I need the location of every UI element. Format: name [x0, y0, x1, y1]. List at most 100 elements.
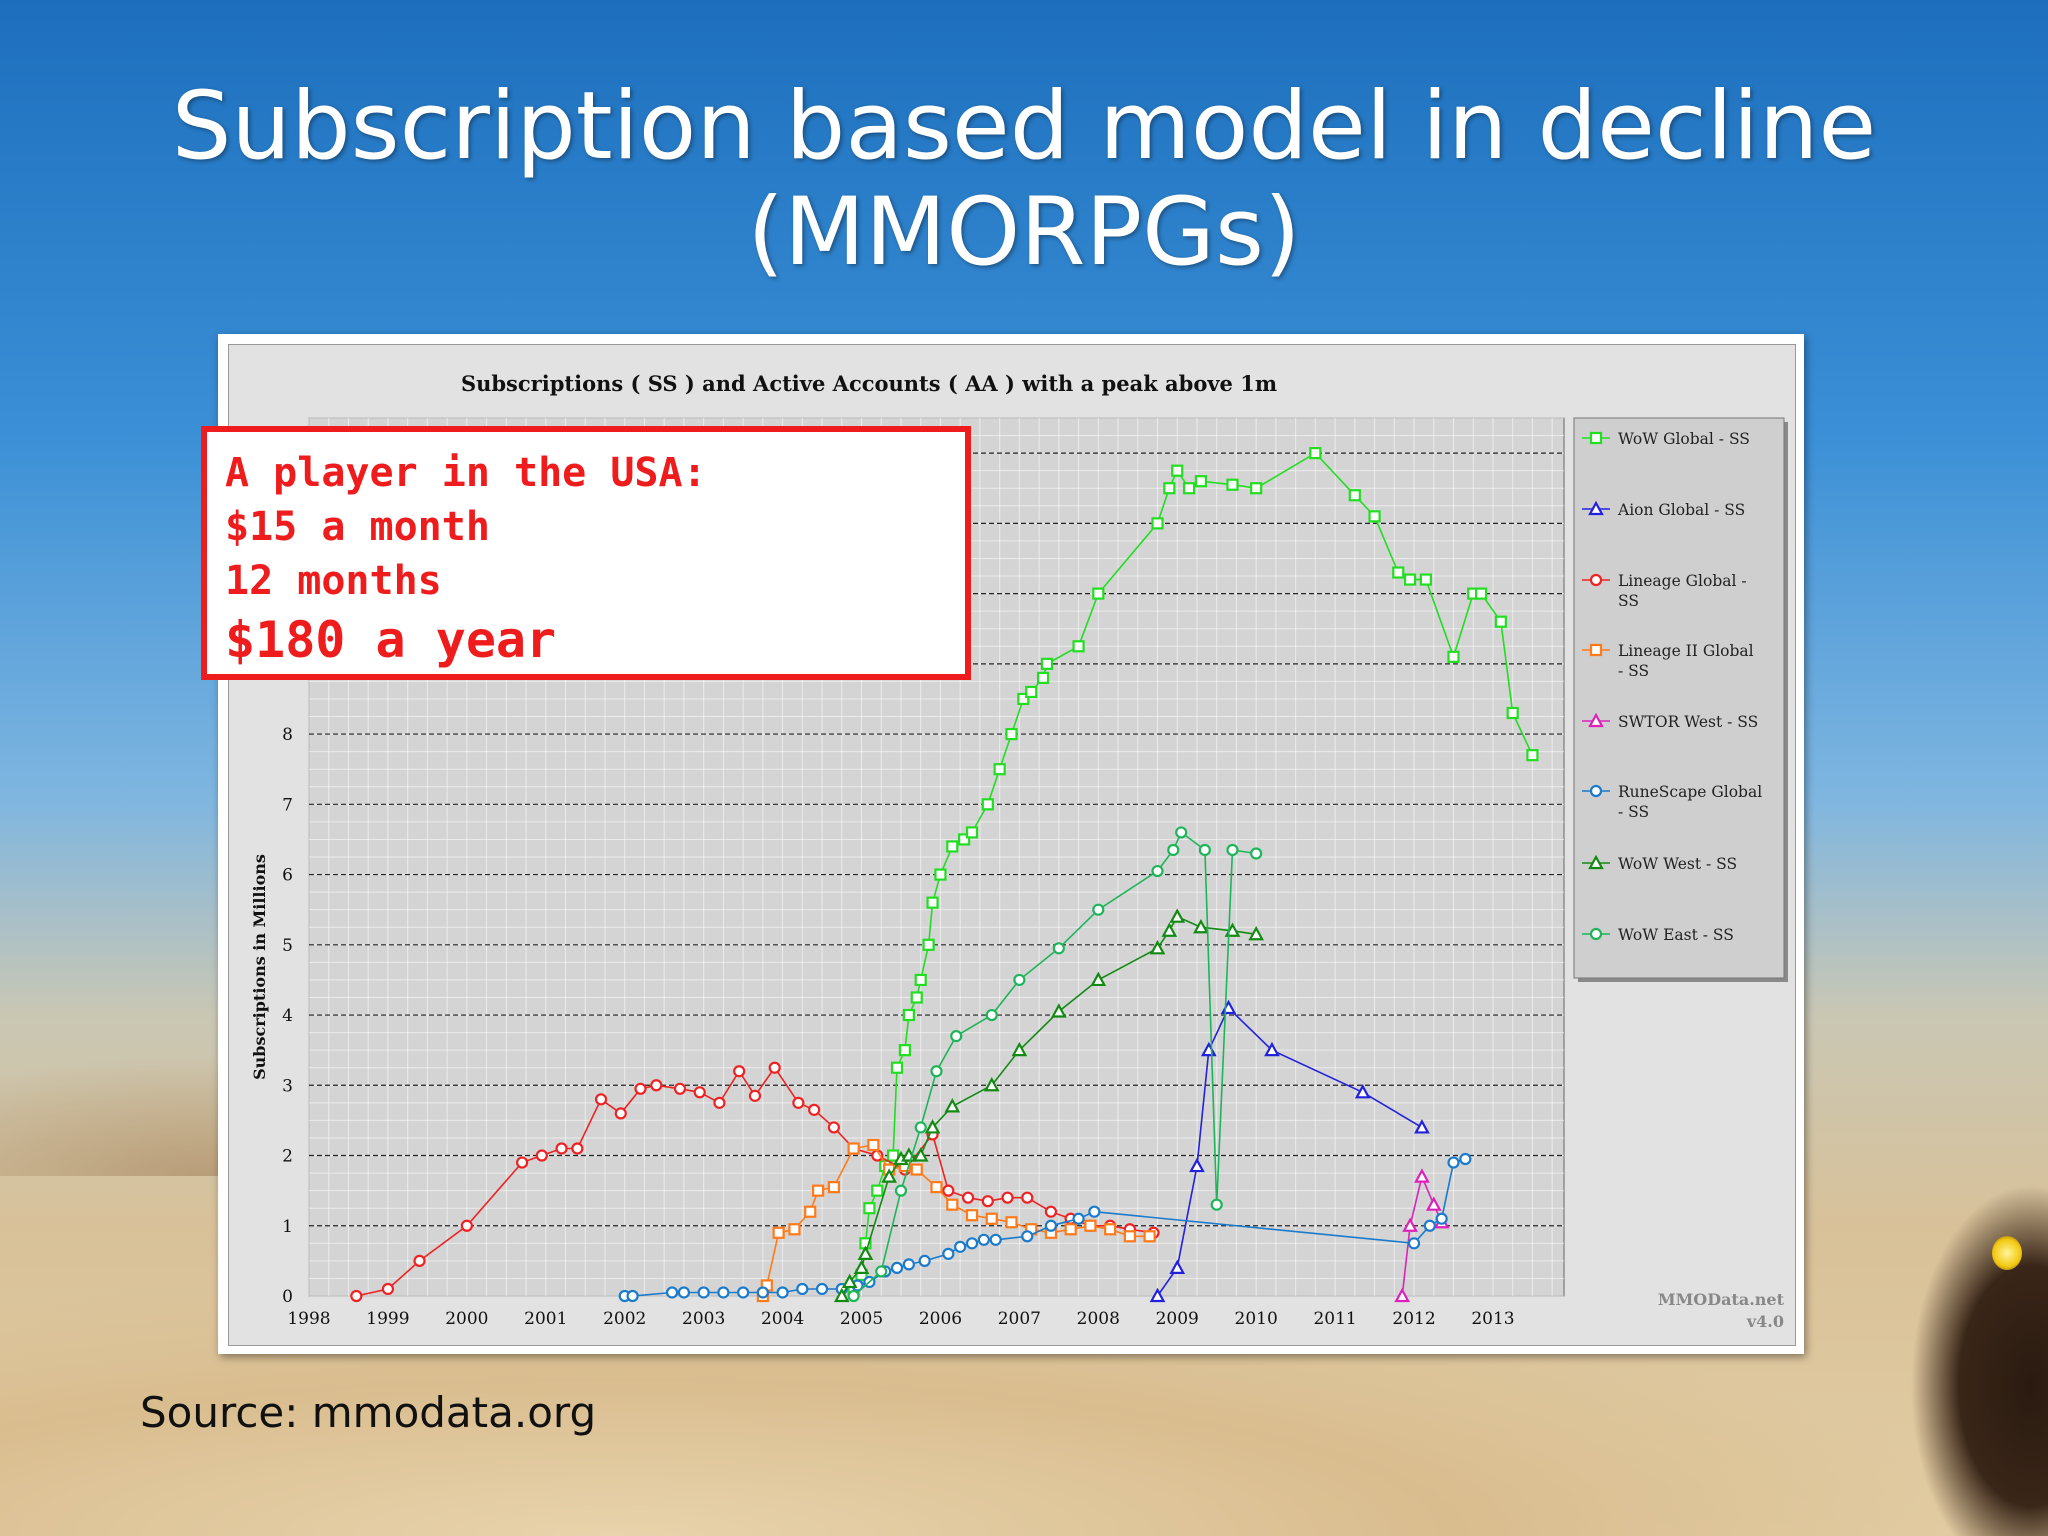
data-point-square [1589, 643, 1603, 657]
data-point-square [1017, 692, 1030, 706]
x-tick-label: 2000 [445, 1309, 488, 1329]
data-point-circle [634, 1082, 647, 1095]
data-point-square [946, 1198, 959, 1211]
data-point-circle [776, 1286, 789, 1299]
data-point-square [1151, 517, 1164, 530]
data-point-triangle [1090, 971, 1107, 987]
data-point-circle [350, 1289, 363, 1303]
x-tick-label: 2008 [1077, 1309, 1120, 1329]
y-tick-label: 0 [282, 1287, 293, 1307]
data-point-square [958, 833, 971, 846]
jawa-eye-glow [1992, 1236, 2022, 1270]
y-tick-label: 4 [282, 1006, 293, 1026]
data-point-circle [737, 1286, 750, 1299]
data-point-triangle [881, 1168, 897, 1183]
data-point-square [1064, 1223, 1077, 1236]
data-point-square [1072, 640, 1085, 653]
data-point-square [1447, 650, 1460, 663]
data-point-square [890, 1061, 904, 1074]
y-axis-label: Subscriptions in Millions [250, 854, 269, 1080]
data-point-circle [792, 1096, 805, 1109]
x-tick-label: 2013 [1471, 1309, 1514, 1329]
y-tick-label: 5 [282, 936, 293, 956]
data-point-square [1506, 706, 1519, 720]
y-tick-label: 3 [282, 1076, 293, 1096]
y-tick-label: 7 [282, 795, 293, 815]
data-point-circle [697, 1286, 710, 1299]
data-point-square [914, 973, 927, 987]
data-point-circle [875, 1265, 888, 1278]
data-point-circle [815, 1282, 829, 1296]
data-point-triangle [833, 1287, 850, 1303]
data-point-circle [918, 1254, 931, 1267]
data-point-triangle [1425, 1196, 1442, 1211]
data-point-square [1092, 587, 1105, 600]
x-tick-label: 2004 [761, 1309, 804, 1329]
data-point-square [1526, 749, 1539, 762]
data-point-triangle [983, 1076, 1000, 1092]
data-point-square [812, 1184, 825, 1197]
data-point-circle [914, 1121, 927, 1134]
data-point-circle [1226, 843, 1239, 857]
data-point-square [1589, 431, 1603, 445]
data-point-circle [1447, 1156, 1460, 1169]
data-point-circle [614, 1107, 627, 1120]
data-point-circle [954, 1240, 967, 1253]
data-point-circle [748, 1089, 762, 1102]
data-point-square [934, 868, 947, 881]
x-tick-label: 1999 [366, 1309, 409, 1329]
data-point-triangle [841, 1273, 858, 1289]
legend-label: WoW West - SS [1618, 855, 1737, 873]
data-point-square [847, 1142, 860, 1155]
data-point-circle [594, 1093, 608, 1106]
data-point-circle [930, 1065, 943, 1078]
source-citation: Source: mmodata.org [140, 1388, 597, 1437]
x-tick-label: 2007 [998, 1309, 1041, 1329]
jawa-character-image [1880, 1160, 2048, 1536]
legend-box [1573, 417, 1785, 979]
data-point-square [910, 1163, 923, 1176]
data-point-circle [555, 1142, 568, 1155]
data-point-triangle [1169, 1259, 1186, 1275]
callout-line-months: 12 months [225, 558, 442, 604]
data-point-square [946, 840, 959, 853]
data-point-circle [713, 1096, 726, 1109]
data-point-triangle [857, 1245, 874, 1260]
data-point-square [922, 938, 935, 951]
x-tick-label: 2011 [1313, 1309, 1356, 1329]
watermark-version: v4.0 [1746, 1312, 1784, 1331]
data-point-circle [1088, 1205, 1101, 1218]
slide-title-line2: (MMORPGs) [747, 178, 1301, 287]
data-point-circle [942, 1247, 955, 1260]
data-point-circle [1044, 1219, 1058, 1232]
y-tick-label: 1 [282, 1217, 293, 1237]
slide-title-line1: Subscription based model in decline [171, 72, 1877, 181]
data-point-square [1194, 475, 1208, 488]
data-point-circle [1072, 1212, 1085, 1225]
data-point-circle [516, 1156, 529, 1169]
data-point-square [1419, 573, 1432, 586]
data-point-triangle [1588, 854, 1604, 870]
data-point-circle [673, 1082, 687, 1095]
x-tick-label: 2009 [1156, 1309, 1199, 1329]
data-point-circle [890, 1261, 904, 1275]
data-point-circle [733, 1065, 746, 1078]
data-point-circle [902, 1258, 915, 1271]
data-point-square [1226, 478, 1239, 491]
data-point-circle [894, 1184, 908, 1197]
data-point-square [804, 1205, 817, 1218]
data-point-circle [1021, 1191, 1034, 1204]
x-tick-label: 2001 [524, 1309, 567, 1329]
data-point-triangle [1193, 918, 1209, 934]
data-point-square [1040, 657, 1054, 670]
data-point-circle [1013, 973, 1026, 987]
data-point-circle [985, 1008, 998, 1022]
data-point-circle [808, 1103, 821, 1116]
data-point-square [1182, 482, 1196, 495]
data-point-square [981, 798, 994, 811]
data-point-square [1104, 1223, 1117, 1236]
legend-label: - SS [1618, 803, 1649, 821]
data-point-square [867, 1138, 880, 1152]
data-point-triangle [1588, 712, 1604, 728]
data-point-triangle [944, 1098, 961, 1113]
